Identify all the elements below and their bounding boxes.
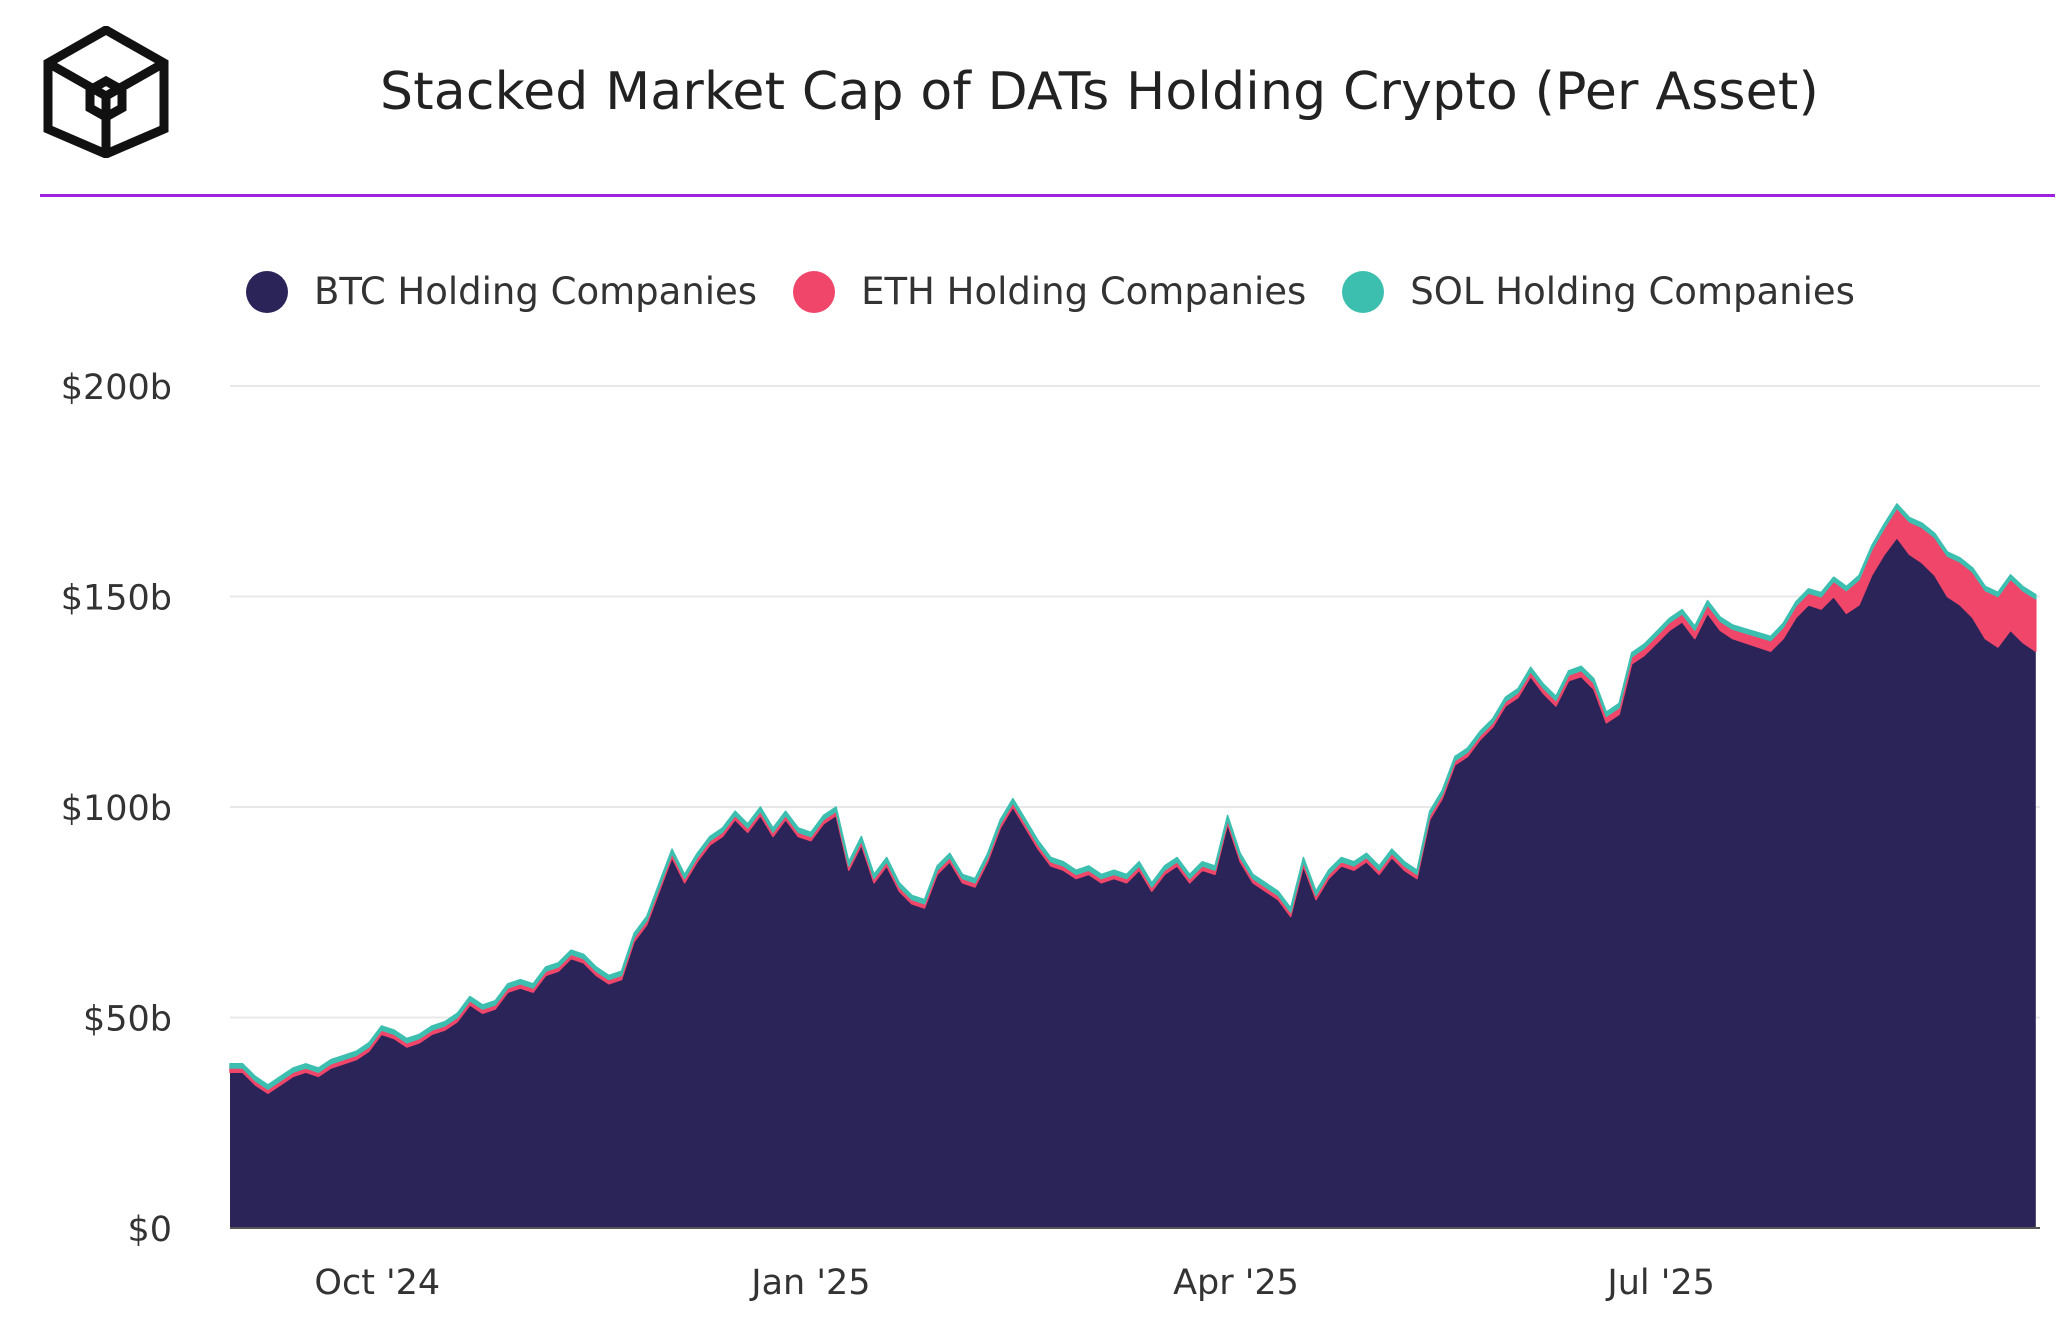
series-areas [229,503,2037,1228]
chart-legend: BTC Holding Companies ETH Holding Compan… [246,270,1891,313]
x-tick-label-1: Jan '25 [749,1263,870,1303]
legend-item-btc[interactable]: BTC Holding Companies [246,270,757,313]
y-tick-label-2: $100b [61,789,172,829]
legend-dot-eth-icon [793,270,836,313]
legend-item-eth[interactable]: ETH Holding Companies [793,270,1306,313]
area-sol [229,503,2037,1090]
axes: $0 $50b $100b $150b $200b Oct '24 Jan '25 Apr '… [61,368,2040,1303]
legend-label-btc: BTC Holding Companies [314,270,758,313]
area-btc [230,537,2036,1228]
x-tick-label-3: Jul '25 [1605,1263,1715,1303]
legend-dot-btc-icon [246,270,288,313]
y-tick-label-3: $150b [61,579,172,619]
legend-label-eth: ETH Holding Companies [861,270,1307,313]
y-tick-label-0: $0 [127,1210,172,1250]
legend-dot-sol-icon [1342,270,1385,313]
y-tick-label-1: $50b [83,1000,172,1040]
y-tick-label-4: $200b [61,368,172,408]
legend-label-sol: SOL Holding Companies [1410,270,1855,313]
cube-logo-icon [43,26,169,158]
x-tick-label-0: Oct '24 [314,1263,440,1303]
legend-item-sol[interactable]: SOL Holding Companies [1342,270,1855,313]
page-title: Stacked Market Cap of DATs Holding Crypt… [380,62,1819,122]
x-tick-label-2: Apr '25 [1173,1263,1299,1303]
title-divider [40,194,2055,197]
